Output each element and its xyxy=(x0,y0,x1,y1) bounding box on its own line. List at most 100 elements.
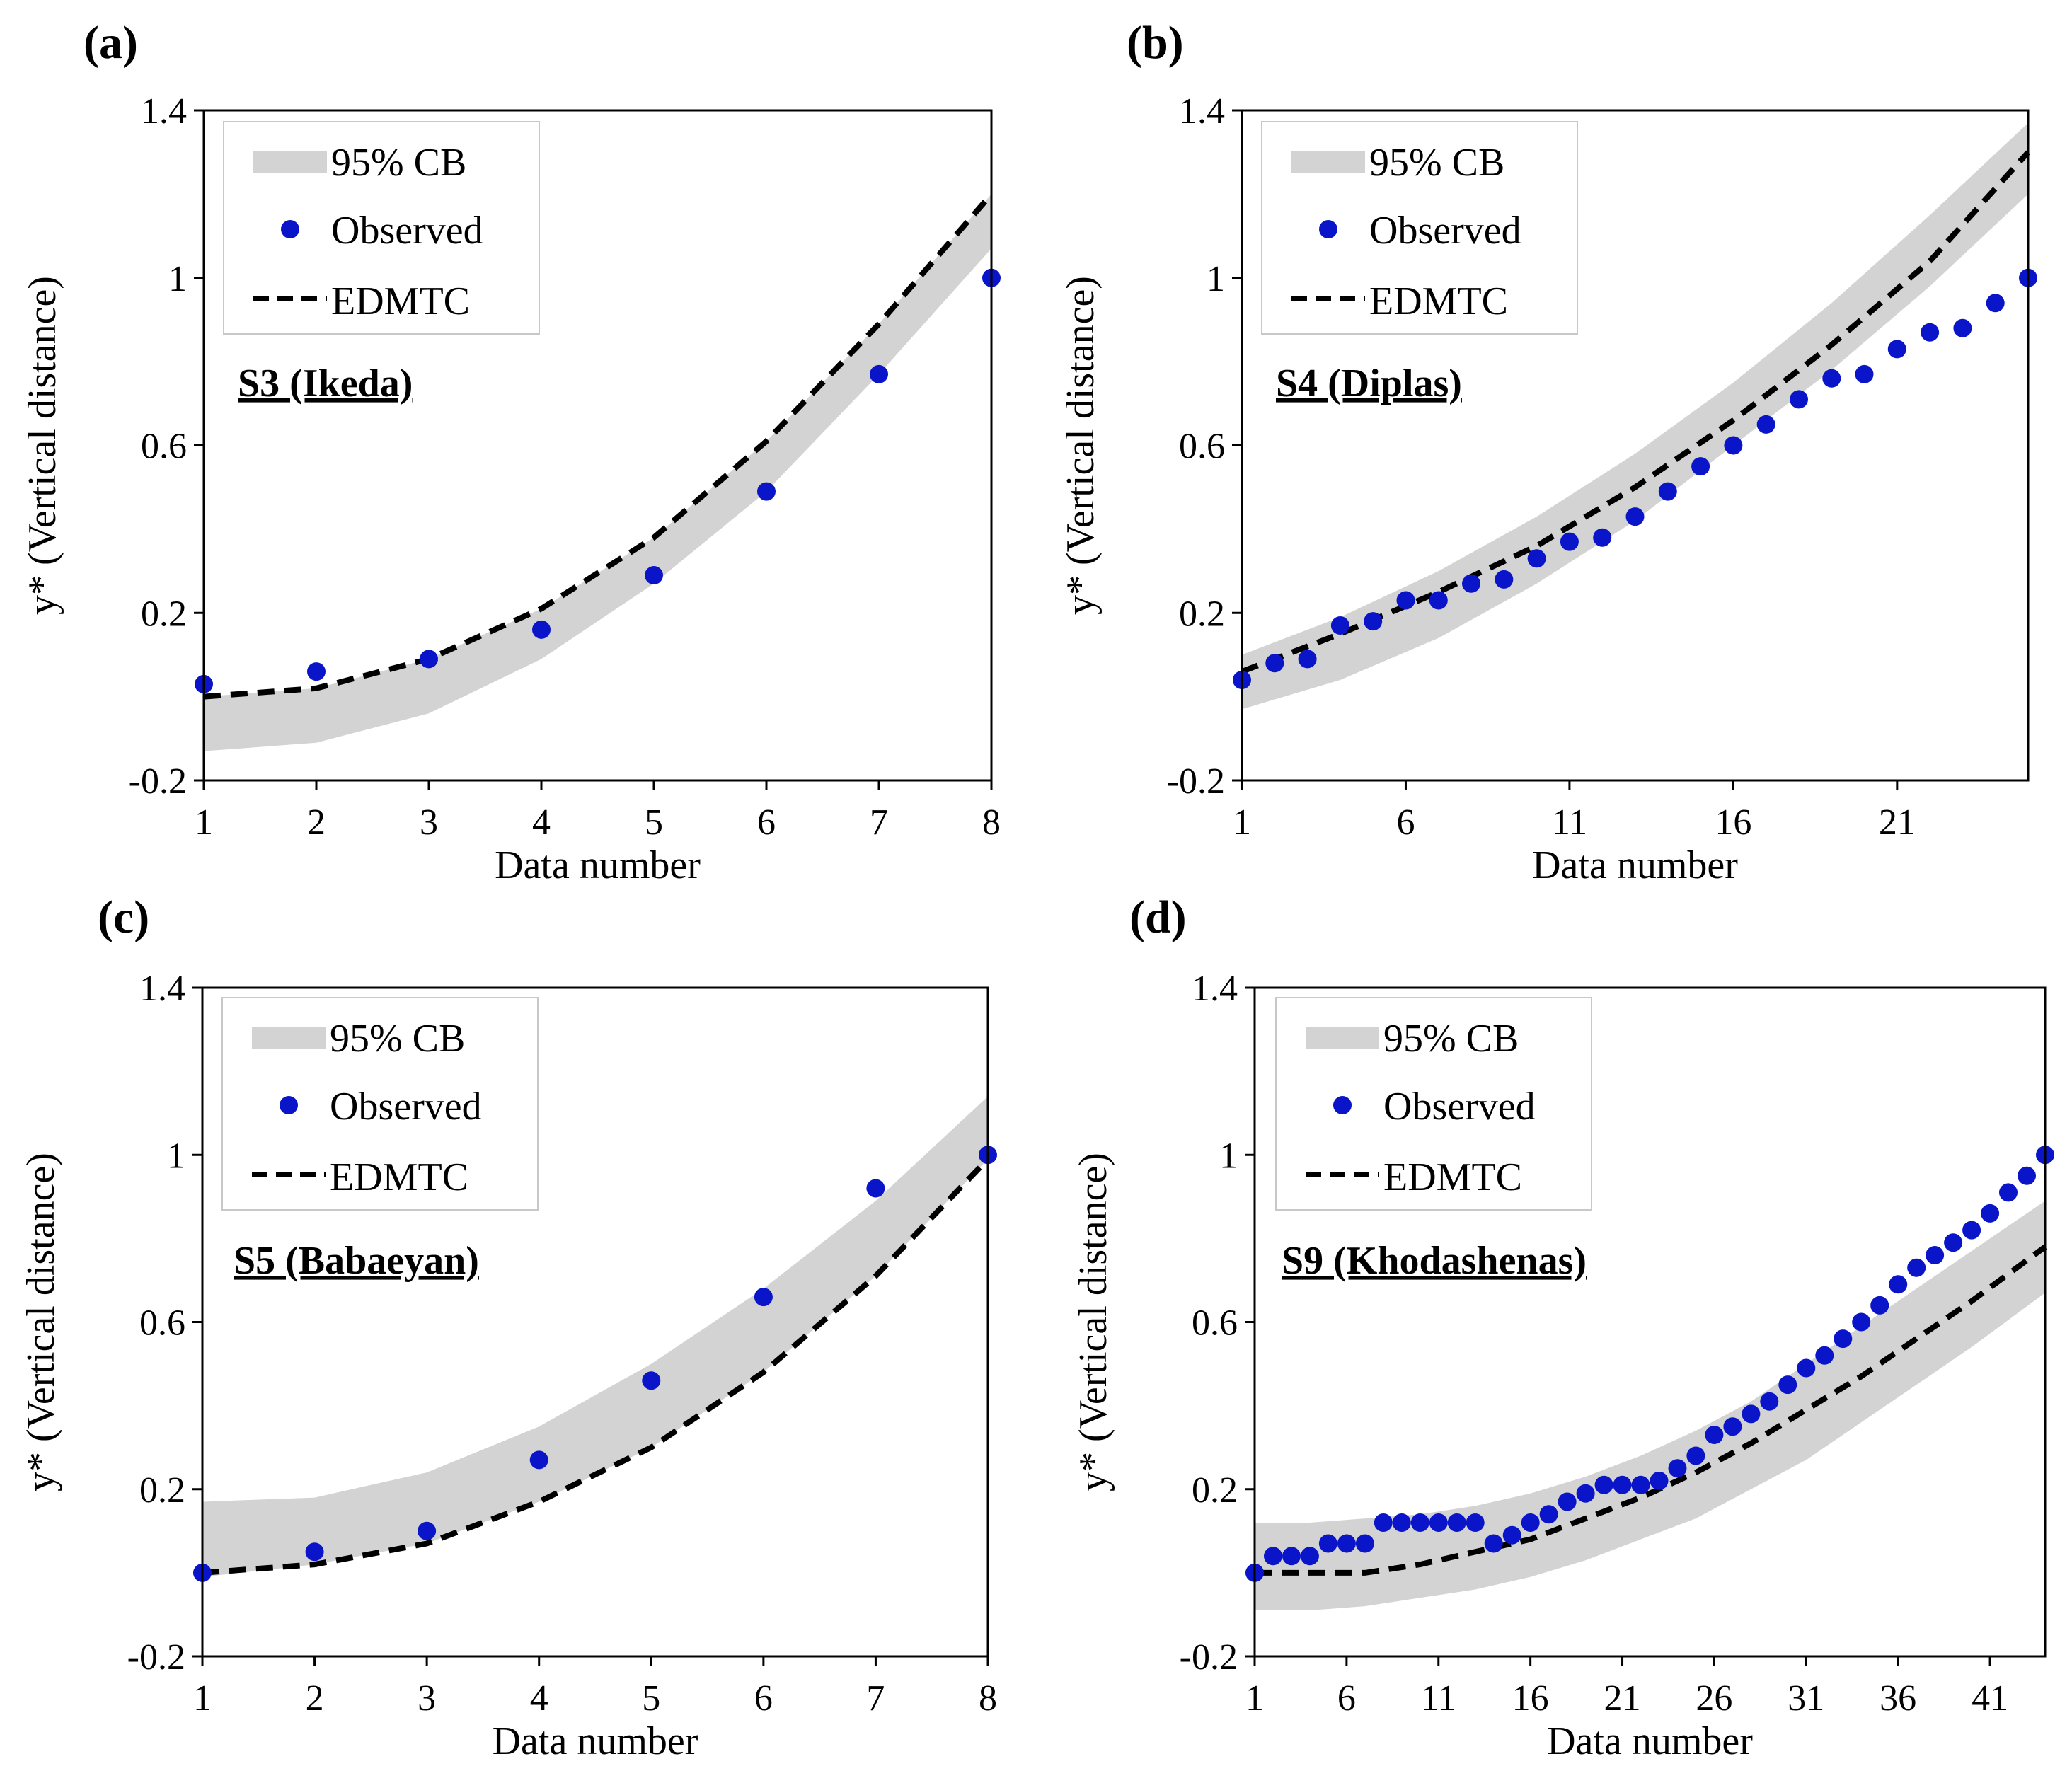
observed-point xyxy=(1410,1513,1429,1532)
y-tick-label: -0.2 xyxy=(1180,1637,1238,1678)
y-tick-label: 0.2 xyxy=(1179,594,1225,634)
observed-point xyxy=(1887,340,1906,359)
observed-point xyxy=(1527,549,1546,568)
observed-point xyxy=(1576,1484,1595,1503)
observed-point xyxy=(1502,1525,1521,1545)
y-axis-title: y* (Vertical distance) xyxy=(21,276,64,615)
confidence-band xyxy=(202,1096,988,1577)
observed-point xyxy=(1658,482,1677,501)
observed-point xyxy=(307,662,326,681)
y-tick-label: 0.2 xyxy=(139,1470,185,1511)
observed-point xyxy=(757,482,776,501)
y-tick-label: -0.2 xyxy=(129,761,187,802)
panel-label: (c) xyxy=(98,892,149,943)
observed-point xyxy=(1593,528,1612,547)
panel-label: (b) xyxy=(1127,17,1184,69)
observed-point xyxy=(1392,1513,1411,1532)
observed-point xyxy=(1907,1258,1926,1277)
legend-observed-label: Observed xyxy=(1369,209,1521,253)
observed-point xyxy=(1466,1513,1485,1532)
observed-point xyxy=(866,1179,885,1198)
observed-point xyxy=(1756,415,1775,434)
legend-band-swatch xyxy=(1291,151,1365,173)
legend-observed-swatch xyxy=(1333,1096,1352,1114)
x-tick-label: 11 xyxy=(1421,1678,1456,1719)
observed-point xyxy=(1760,1392,1779,1411)
y-tick-label: 0.2 xyxy=(1192,1470,1238,1511)
x-tick-label: 31 xyxy=(1788,1678,1824,1719)
x-axis-title: Data number xyxy=(495,843,701,887)
site-label: S3 (Ikeda) xyxy=(238,362,413,405)
panel-a: -0.2 0.2 0.6 1 1.4 1 2 3 4 5 6 7 8 Data number y* (Ver… xyxy=(21,17,1001,887)
observed-point xyxy=(420,650,438,669)
observed-point xyxy=(870,364,888,383)
x-tick-label: 1 xyxy=(193,1678,212,1719)
panel-c: -0.2 0.2 0.6 1 1.4 1 2 3 4 5 6 7 8 Data number y* (Ver… xyxy=(19,892,997,1763)
observed-point xyxy=(1778,1375,1797,1395)
observed-point xyxy=(1560,532,1579,551)
x-tick-label: 16 xyxy=(1715,802,1751,843)
observed-point xyxy=(1298,650,1317,669)
x-axis-title: Data number xyxy=(493,1719,698,1763)
legend-band-label: 95% CB xyxy=(330,1017,465,1061)
observed-point xyxy=(1355,1534,1374,1553)
legend-observed-swatch xyxy=(1319,220,1337,238)
observed-point xyxy=(1337,1534,1356,1553)
y-tick-label: 1.4 xyxy=(1192,969,1238,1009)
legend: 95% CB Observed EDMTC xyxy=(1275,997,1592,1211)
x-tick-label: 36 xyxy=(1880,1678,1916,1719)
observed-point xyxy=(1926,1246,1945,1264)
observed-point xyxy=(1429,1513,1448,1532)
observed-point xyxy=(1953,318,1972,337)
observed-point xyxy=(1625,507,1645,526)
confidence-band xyxy=(1242,122,2028,710)
observed-point xyxy=(1962,1221,1981,1240)
x-axis-title: Data number xyxy=(1547,1719,1753,1763)
observed-point xyxy=(754,1288,773,1307)
legend-observed-swatch xyxy=(280,1096,298,1114)
site-label: S4 (Diplas) xyxy=(1276,362,1462,405)
observed-point xyxy=(1889,1275,1908,1294)
legend-band-label: 95% CB xyxy=(331,141,466,185)
observed-point xyxy=(418,1521,437,1540)
observed-point xyxy=(1822,369,1841,388)
observed-point xyxy=(1668,1459,1687,1478)
x-tick-label: 26 xyxy=(1696,1678,1732,1719)
legend-observed-swatch xyxy=(281,220,299,238)
y-tick-label: 0.2 xyxy=(141,594,187,634)
observed-point xyxy=(1429,591,1448,610)
observed-point xyxy=(2018,1166,2036,1185)
x-tick-label: 3 xyxy=(418,1678,436,1719)
site-label: S9 (Khodashenas) xyxy=(1282,1239,1587,1283)
x-tick-label: 3 xyxy=(420,802,438,843)
x-tick-label: 7 xyxy=(870,802,888,843)
x-tick-label: 6 xyxy=(1396,802,1415,843)
observed-point xyxy=(1855,364,1874,383)
observed-point xyxy=(1447,1513,1466,1532)
observed-point xyxy=(1330,616,1349,635)
observed-point xyxy=(1300,1547,1319,1566)
observed-point xyxy=(1797,1358,1816,1378)
observed-point xyxy=(1594,1475,1613,1494)
x-tick-label: 16 xyxy=(1512,1678,1549,1719)
observed-point xyxy=(1705,1426,1724,1444)
legend-edmtc-label: EDMTC xyxy=(330,1155,468,1199)
observed-point xyxy=(1558,1492,1577,1511)
y-tick-label: 0.6 xyxy=(141,427,187,467)
legend: 95% CB Observed EDMTC xyxy=(1261,121,1578,335)
x-tick-label: 4 xyxy=(532,802,551,843)
legend-observed-label: Observed xyxy=(1383,1085,1536,1129)
site-label: S5 (Babaeyan) xyxy=(234,1239,479,1283)
legend-band-label: 95% CB xyxy=(1369,141,1504,185)
observed-point xyxy=(1396,591,1415,610)
panel-label: (a) xyxy=(84,17,138,69)
y-tick-label: 1 xyxy=(168,259,187,299)
x-tick-label: 1 xyxy=(1245,1678,1264,1719)
observed-point xyxy=(1921,323,1940,342)
observed-point xyxy=(1364,612,1383,631)
y-tick-label: 1.4 xyxy=(1179,91,1225,132)
panel-label: (d) xyxy=(1129,892,1187,943)
